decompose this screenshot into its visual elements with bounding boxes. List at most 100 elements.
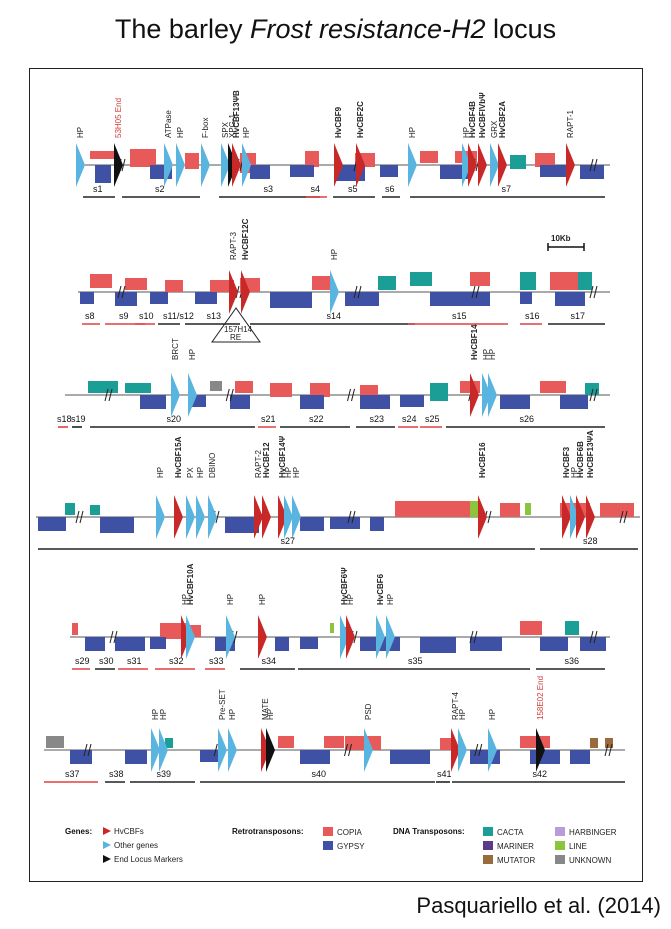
gene-label: HvCBFIVbΨ — [478, 92, 487, 138]
gene-label: RAPT-1 — [566, 109, 575, 138]
segment-label: s30 — [99, 656, 114, 666]
segment-label: s37 — [65, 769, 80, 779]
break-mark — [619, 510, 624, 524]
gene-arrow-other — [340, 615, 349, 659]
break-mark — [104, 388, 109, 402]
break-mark — [75, 510, 80, 524]
title-italic: Frost resistance-H2 — [249, 14, 486, 44]
te-block-line — [525, 503, 531, 515]
gene-label: HP — [159, 709, 168, 720]
gene-label: HvCBF6B — [576, 441, 585, 478]
gene-label: HP — [176, 127, 185, 138]
te-block-copia — [90, 274, 112, 288]
te-block-cacta — [510, 155, 526, 169]
break-mark — [347, 510, 352, 524]
te-block-line — [470, 501, 478, 517]
segment-label: s33 — [209, 656, 224, 666]
segment-label: s27 — [281, 536, 296, 546]
te-block-gypsy — [570, 750, 590, 764]
segment-label: s40 — [312, 769, 327, 779]
gene-arrow-hvcbf — [278, 495, 287, 539]
break-mark — [347, 388, 351, 402]
break-mark — [109, 630, 114, 644]
break-mark — [475, 285, 480, 299]
te-block-copia — [210, 280, 234, 292]
te-block-copia — [600, 503, 634, 517]
segment-label: s10 — [139, 311, 154, 321]
break-mark — [589, 158, 594, 172]
gene-label: ATPase — [164, 110, 173, 138]
gene-label: HP — [330, 249, 339, 260]
te-block-copia — [540, 381, 566, 393]
te-block-gypsy — [250, 165, 270, 179]
te-block-unknown — [210, 381, 222, 391]
gene-arrow-hvcbf — [451, 728, 460, 772]
te-block-gypsy — [560, 395, 588, 409]
break-mark — [487, 510, 492, 524]
te-block-copia — [72, 623, 78, 635]
gene-arrow-other — [164, 143, 173, 187]
te-block-cacta — [125, 383, 151, 393]
legend-dna-swatch — [483, 841, 493, 850]
legend-dna-label: HARBINGER — [569, 828, 617, 837]
te-block-gypsy — [370, 517, 384, 531]
legend-dna-label: CACTA — [497, 828, 524, 837]
te-block-gypsy — [430, 292, 490, 306]
te-block-gypsy — [360, 395, 390, 409]
segment-label: s9 — [119, 311, 129, 321]
gene-label: HP — [181, 594, 190, 605]
te-block-cacta — [430, 383, 448, 401]
gene-arrow-hvcbf — [241, 270, 250, 314]
gene-label: HvCBF13ΨA — [586, 430, 595, 478]
break-mark — [593, 388, 598, 402]
segment-label: s8 — [85, 311, 95, 321]
break-mark — [608, 743, 613, 757]
break-mark — [473, 630, 478, 644]
te-block-gypsy — [70, 750, 92, 764]
gene-label: HvCBF16 — [478, 442, 487, 478]
te-block-gypsy — [125, 750, 147, 764]
te-block-copia — [520, 621, 542, 635]
gene-label: HP — [196, 467, 205, 478]
legend-dna-swatch — [483, 827, 493, 836]
te-block-cacta — [585, 383, 599, 395]
te-block-gypsy — [345, 292, 379, 306]
te-block-gypsy — [380, 165, 398, 177]
gene-label: HP — [462, 127, 471, 138]
gene-label: PX — [186, 467, 195, 478]
break-mark — [79, 510, 84, 524]
segment-label: s16 — [525, 311, 540, 321]
te-block-gypsy — [275, 637, 289, 651]
te-block-copia — [324, 736, 344, 748]
segment-label: s22 — [309, 414, 324, 424]
segment-label: s11/s12 — [163, 311, 194, 321]
gene-arrow-hvcbf — [254, 495, 263, 539]
gene-arrow-hvcbf — [346, 615, 355, 659]
te-block-unknown — [46, 736, 64, 748]
te-block-gypsy — [195, 292, 217, 304]
te-block-copia — [535, 153, 555, 167]
break-mark — [589, 285, 594, 299]
segment-label: s18 — [57, 414, 72, 424]
legend-gene-label: Other genes — [114, 841, 158, 850]
break-mark — [623, 510, 628, 524]
gene-label: PSD — [364, 703, 373, 720]
callout-triangle — [211, 307, 261, 343]
gene-label: BRCT — [171, 338, 180, 360]
segment-label: s1 — [93, 184, 103, 194]
gene-label: HvCBF15A — [174, 436, 183, 478]
gene-label: HP — [570, 467, 579, 478]
segment-label: s19 — [71, 414, 86, 424]
break-mark — [351, 510, 356, 524]
te-block-gypsy — [115, 637, 145, 651]
break-mark — [348, 743, 352, 757]
te-block-cacta — [520, 272, 536, 290]
gene-label: RAPT-2 — [254, 449, 263, 478]
break-mark — [351, 388, 355, 402]
gene-arrow-other — [364, 728, 373, 772]
te-block-copia — [278, 736, 294, 748]
gene-label: HP — [346, 594, 355, 605]
